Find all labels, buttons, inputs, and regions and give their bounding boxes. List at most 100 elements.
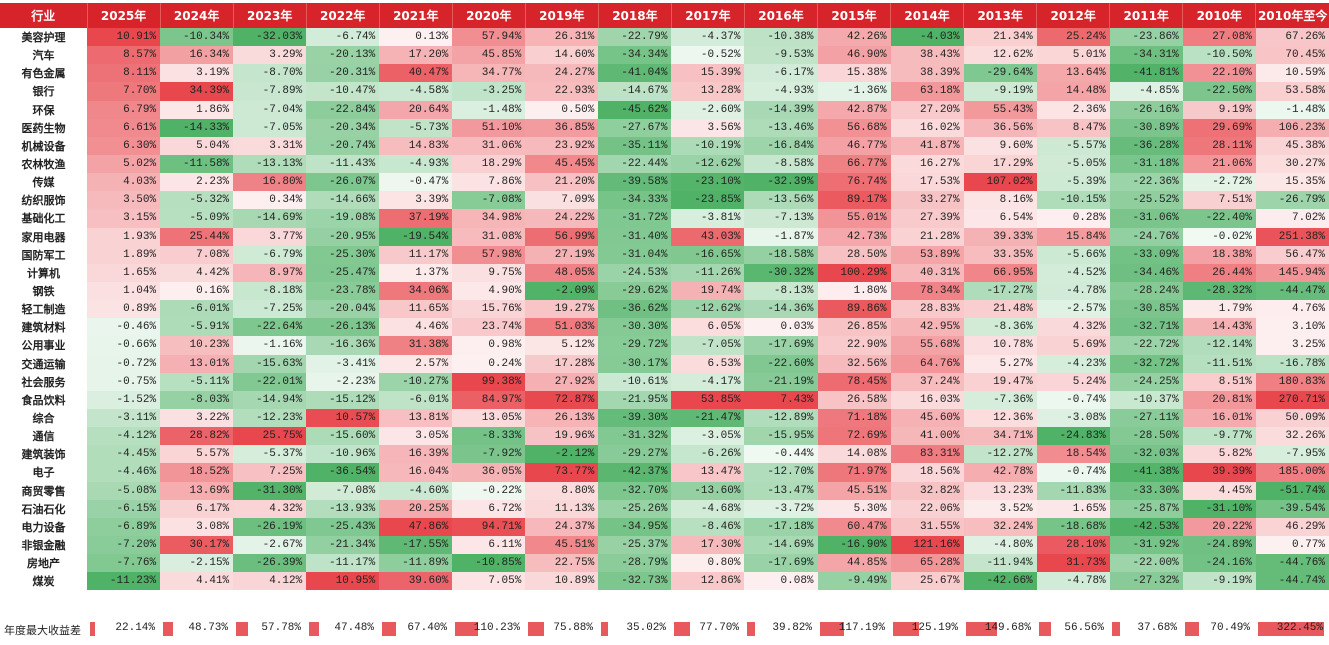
return-cell: -5.91% (160, 318, 234, 337)
spread-cell: 37.68% (1110, 621, 1180, 637)
return-cell: -6.17% (744, 64, 818, 83)
return-cell: -21.47% (671, 408, 745, 428)
return-cell: 42.73% (817, 227, 891, 246)
table-row: 轻工制造 0.89% -6.01% -7.25% -20.04% 11.65% 15.76%… (0, 300, 1329, 319)
return-cell: 56.47% (1255, 245, 1329, 264)
return-cell: 67.26% (1255, 28, 1329, 47)
return-cell: 16.80% (233, 173, 307, 192)
return-cell: -22.01% (233, 372, 307, 391)
return-cell: -51.74% (1255, 481, 1329, 500)
return-cell: 39.39% (1182, 463, 1256, 482)
return-cell: 71.97% (817, 463, 891, 482)
return-cell: 37.19% (379, 209, 453, 228)
return-cell: -10.37% (1109, 390, 1183, 409)
return-cell: 0.03% (744, 318, 818, 337)
return-cell: 43.03% (671, 227, 745, 246)
industry-name: 建筑装饰 (21, 448, 66, 462)
return-cell: 14.60% (525, 46, 599, 65)
return-cell: 38.39% (890, 64, 964, 83)
return-cell: -4.03% (890, 28, 964, 47)
return-cell: 13.01% (160, 354, 234, 373)
return-cell: -20.31% (306, 64, 380, 83)
return-cell: -9.53% (744, 46, 818, 65)
return-cell: -8.70% (233, 64, 307, 83)
return-cell: 42.78% (963, 463, 1037, 482)
spread-cell: 22.14% (88, 621, 158, 637)
return-cell: -44.76% (1255, 554, 1329, 573)
return-cell: 78.45% (817, 372, 891, 391)
return-cell: -6.01% (160, 300, 234, 319)
industry-name: 食品饮料 (21, 393, 66, 407)
return-cell: -11.83% (1036, 481, 1110, 500)
return-cell: -16.78% (1255, 354, 1329, 373)
return-cell: 10.59% (1255, 64, 1329, 83)
return-cell: -3.41% (306, 354, 380, 373)
spread-bar (382, 622, 396, 636)
return-cell: 31.73% (1036, 554, 1110, 573)
return-cell: 36.56% (963, 118, 1037, 137)
return-cell: -34.31% (1109, 46, 1183, 65)
return-cell: -17.27% (963, 281, 1037, 301)
return-cell: -5.05% (1036, 154, 1110, 174)
return-cell: -9.77% (1182, 427, 1256, 446)
return-cell: 0.13% (379, 28, 453, 47)
return-cell: 25.44% (160, 227, 234, 246)
return-cell: -17.18% (744, 517, 818, 536)
return-cell: 34.71% (963, 427, 1037, 446)
industry-name: 有色金属 (21, 67, 66, 81)
return-cell: -14.69% (233, 209, 307, 228)
return-cell: -13.47% (744, 481, 818, 500)
return-cell: -23.86% (1109, 28, 1183, 47)
return-cell: -31.06% (1109, 209, 1183, 228)
table-row: 交通运输 -0.72% 13.01% -15.63% -3.41% 2.57% 0.24% 1… (0, 354, 1329, 373)
return-cell: -13.56% (744, 191, 818, 210)
industry-name: 纺织服饰 (21, 194, 66, 208)
return-cell: -8.18% (233, 281, 307, 301)
return-cell: -12.62% (671, 300, 745, 319)
return-cell: 0.28% (1036, 209, 1110, 228)
return-cell: 33.27% (890, 191, 964, 210)
return-cell: 45.51% (525, 535, 599, 555)
return-cell: -7.92% (452, 445, 526, 464)
return-cell: 18.54% (1036, 445, 1110, 464)
return-cell: -3.05% (671, 427, 745, 446)
return-cell: 7.08% (160, 245, 234, 264)
return-cell: -7.04% (233, 100, 307, 119)
return-cell: -0.74% (1036, 390, 1110, 409)
return-cell: -32.39% (744, 173, 818, 192)
return-cell: -7.13% (744, 209, 818, 228)
return-cell: 45.60% (890, 408, 964, 428)
return-cell: 185.00% (1255, 463, 1329, 482)
return-cell: 72.87% (525, 390, 599, 409)
table-row: 汽车 8.57% 16.34% 3.29% -20.13% 17.20% 45.85% 14.… (0, 46, 1329, 65)
table-row: 银行 7.70% 34.39% -7.89% -10.47% -4.58% -3.25% 22… (0, 82, 1329, 101)
return-cell: 9.19% (1182, 100, 1256, 119)
return-cell: 32.56% (817, 354, 891, 373)
return-cell: 57.94% (452, 28, 526, 47)
return-cell: -32.71% (1109, 318, 1183, 337)
return-cell: -4.52% (1036, 263, 1110, 282)
return-cell: -24.53% (598, 263, 672, 282)
return-cell: -35.11% (598, 136, 672, 155)
return-cell: -5.73% (379, 118, 453, 137)
return-cell: -31.18% (1109, 154, 1183, 174)
table-header: 行业 2025年 2024年 2023年 2022年 2021年 2020年 2019年 201… (0, 3, 1329, 28)
return-cell: 29.69% (1182, 118, 1256, 137)
return-cell: -10.85% (452, 554, 526, 573)
return-cell: -13.46% (744, 118, 818, 137)
return-cell: -9.19% (963, 82, 1037, 101)
return-cell: -21.95% (598, 390, 672, 409)
table-row: 有色金属 8.11% 3.19% -8.70% -20.31% 40.47% 34.77% 2… (0, 64, 1329, 83)
return-cell: 4.46% (379, 318, 453, 337)
return-cell: 12.62% (963, 46, 1037, 65)
return-cell: -21.34% (306, 535, 380, 555)
return-cell: 4.42% (160, 263, 234, 282)
return-cell: -7.95% (1255, 445, 1329, 464)
spread-cell: 322.45% (1256, 621, 1326, 637)
return-cell: -19.08% (306, 209, 380, 228)
return-cell: 51.10% (452, 118, 526, 137)
header-col-14: 2012年 (1036, 3, 1110, 28)
header-col-11: 2015年 (817, 3, 891, 28)
return-cell: 39.60% (379, 572, 453, 591)
return-cell: 21.34% (963, 28, 1037, 47)
